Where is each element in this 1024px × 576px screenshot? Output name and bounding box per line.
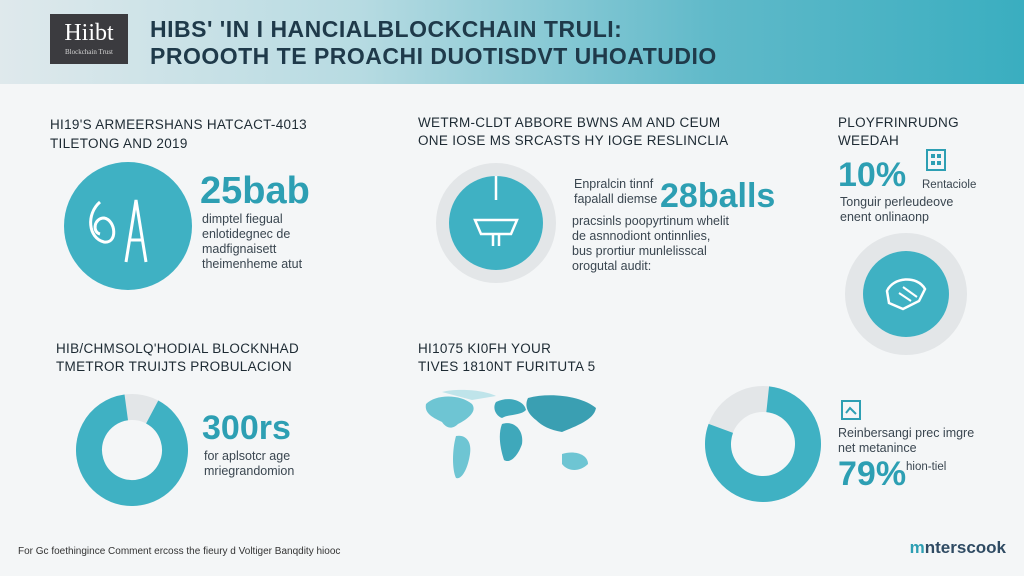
section3-line-2: enent onlinaonp	[840, 210, 929, 224]
building-icon	[926, 149, 946, 171]
section2-line-1: pracsinls poopyrtinum whelit	[572, 214, 730, 228]
section3-line-1: Tonguir perleudeove	[840, 195, 954, 209]
section4-line-2: mriegrandomion	[204, 464, 295, 478]
section1-title-line2: TILETONG AND 2019	[50, 136, 188, 151]
signature-circle	[64, 162, 192, 290]
section2-big-number: 28balls	[660, 177, 776, 215]
footer-text: For Gc foethingince Comment ercoss the f…	[18, 546, 341, 557]
handshake-circle	[863, 251, 949, 337]
brand-name: nterscook	[924, 538, 1006, 557]
signature-icon	[89, 199, 148, 263]
section2-title-line2: ONE IOSE MS SRCASTS HY IOGE RESLINCLIA	[418, 133, 729, 148]
section2-left-line-1: Enpralcin tinnf	[574, 177, 654, 191]
lab-circle	[449, 176, 543, 270]
document-icon	[841, 400, 861, 420]
section1-title-line1: HI19'S ARMEERSHANS HATCACT-4013	[50, 117, 307, 132]
section1-big-number: 25bab	[200, 170, 310, 212]
section4-title-line1: HIB/CHMSOLQ'HODIAL BLOCKNHAD	[56, 341, 300, 356]
donut-chart-left	[76, 394, 188, 506]
section4-line-1: for aplsotcr age	[204, 449, 291, 463]
section6-line-2: net metanince	[838, 441, 917, 455]
brand-prefix: m	[909, 538, 925, 557]
handshake-circle-ring	[845, 233, 967, 355]
section4-title-line2: TMETROR TRUIJTS PROBULACION	[56, 359, 292, 374]
brand-logo: mnterscook	[910, 538, 1006, 558]
section1-line-3: madfignaisett	[202, 242, 277, 256]
section2-left-line-2: fapalall diemse	[574, 192, 658, 206]
section1-line-1: dimptel fiegual	[202, 212, 283, 226]
section2-title-line1: WETRM-CLDT ABBORE BWNS AM AND CEUM	[418, 115, 721, 130]
section2-line-2: de asnnodiont ontinnlies,	[572, 229, 711, 243]
section6-line-1: Reinbersangi prec imgre	[838, 426, 975, 440]
handshake-icon	[885, 278, 927, 311]
section3-big-number: 10%	[838, 156, 907, 194]
section4-big-number: 300rs	[202, 409, 291, 447]
logo-sub-text: Blockchain Trust	[64, 48, 114, 56]
section1-line-2: enlotidegnec de	[202, 227, 291, 241]
donut-right-fill	[705, 386, 821, 502]
section3-title-line1: PLOYFRINRUDNG	[838, 115, 959, 130]
world-map	[425, 389, 596, 479]
lab-table-icon	[473, 176, 519, 246]
lab-circle-ring	[436, 163, 556, 283]
section2-line-3: bus prortiur munlelisscal	[572, 244, 707, 258]
section5-title-line2: TIVES 1810NT FURITUTA 5	[418, 359, 596, 374]
section2-line-4: orogutal audit:	[572, 259, 652, 273]
section6-side-label: hion-tiel	[906, 461, 947, 473]
logo-main-text: Hiibt	[64, 20, 114, 46]
section5-title-line1: HI1075 KI0FH YOUR	[418, 341, 552, 356]
header-banner: Hiibt Blockchain Trust HIBS' 'IN I HANCI…	[0, 0, 1024, 84]
section3-side-label: Rentaciole	[922, 179, 977, 191]
logo: Hiibt Blockchain Trust	[50, 14, 128, 64]
section1-line-4: theimenheme atut	[202, 257, 303, 271]
section3-title-line2: WEEDAH	[838, 133, 900, 148]
header-title-line1: HIBS' 'IN I HANCIALBLOCKCHAIN TRULI:	[150, 16, 623, 42]
donut-chart-right	[705, 386, 821, 502]
header-title-line2: PROOOTH TE PROACHI DUOTISDVT UHOATUDIO	[150, 43, 717, 69]
section6-big-number: 79%	[838, 455, 907, 493]
donut-left-fill	[76, 394, 188, 506]
